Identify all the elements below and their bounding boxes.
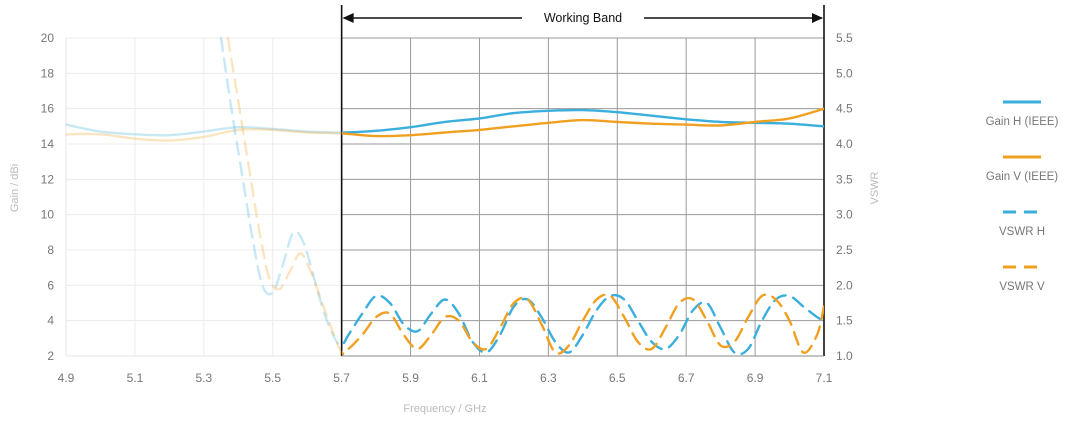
x-tick-label: 4.9 [58, 371, 75, 385]
x-tick-label: 5.9 [402, 371, 419, 385]
x-axis-title: Frequency / GHz [403, 403, 486, 415]
x-tick-label: 6.1 [471, 371, 488, 385]
y2-tick-label: 4.5 [836, 102, 853, 116]
band-label: Working Band [544, 11, 622, 25]
y2-tick-label: 2.5 [836, 243, 853, 257]
y2-tick-label: 3.5 [836, 172, 853, 186]
x-tick-label: 6.7 [678, 371, 695, 385]
series-line-faded-gain-h-ieee [66, 123, 342, 137]
x-tick-label: 6.5 [609, 371, 626, 385]
y-tick-label: 2 [47, 349, 54, 363]
y2-tick-label: 5.0 [836, 66, 853, 80]
legend-label-vswr-h: VSWR H [999, 226, 1045, 238]
x-tick-label: 6.3 [540, 371, 557, 385]
x-tick-label: 5.7 [333, 371, 350, 385]
legend: Gain H (IEEE) Gain V (IEEE) VSWR H VSWR V [986, 100, 1059, 293]
x-tick-label: 6.9 [747, 371, 764, 385]
y-tick-label: 8 [47, 243, 54, 257]
legend-label-gain-h-ieee: Gain H (IEEE) [986, 116, 1059, 128]
series-line-gain-h-ieee [342, 108, 824, 134]
y-tick-label: 16 [41, 102, 55, 116]
series-line-vswr-h [342, 293, 824, 356]
y2-tick-label: 1.5 [836, 314, 853, 328]
x-tick-label: 5.1 [127, 371, 144, 385]
y2-axis-title: VSWR [869, 171, 881, 204]
y2-tick-label: 1.0 [836, 349, 853, 363]
y2-tick-label: 2.0 [836, 278, 853, 292]
series-line-gain-v-ieee [342, 107, 824, 138]
y-tick-label: 18 [41, 66, 55, 80]
y-axis-title: Gain / dBi [9, 164, 21, 212]
y-tick-label: 10 [41, 208, 55, 222]
y-tick-label: 14 [41, 137, 55, 151]
x-tick-label: 5.5 [264, 371, 281, 385]
y2-tick-label: 5.5 [836, 31, 853, 45]
y-tick-label: 12 [41, 172, 55, 186]
working-band: Working Band [340, 5, 825, 357]
series-line-faded-vswr-h [219, 36, 342, 347]
x-tick-label: 5.3 [195, 371, 212, 385]
series-line-faded-gain-v-ieee [66, 128, 342, 142]
series-line-vswr-v [342, 293, 824, 356]
axes: Frequency / GHz Gain / dBi VSWR 2 4 6 8 10 12… [9, 31, 881, 415]
series-line-faded-vswr-v [226, 36, 342, 355]
band-arrow-left-head [342, 13, 354, 23]
y-tick-label: 6 [47, 278, 54, 292]
band-arrow-right-head [812, 13, 823, 23]
series-lines [66, 36, 824, 356]
y-tick-label: 4 [47, 314, 54, 328]
y2-tick-label: 4.0 [836, 137, 853, 151]
x-tick-label: 7.1 [816, 371, 833, 385]
grid [65, 37, 825, 357]
y-tick-label: 20 [41, 31, 55, 45]
legend-label-vswr-v: VSWR V [999, 281, 1045, 293]
legend-label-gain-v-ieee: Gain V (IEEE) [986, 171, 1058, 183]
y2-tick-label: 3.0 [836, 208, 853, 222]
